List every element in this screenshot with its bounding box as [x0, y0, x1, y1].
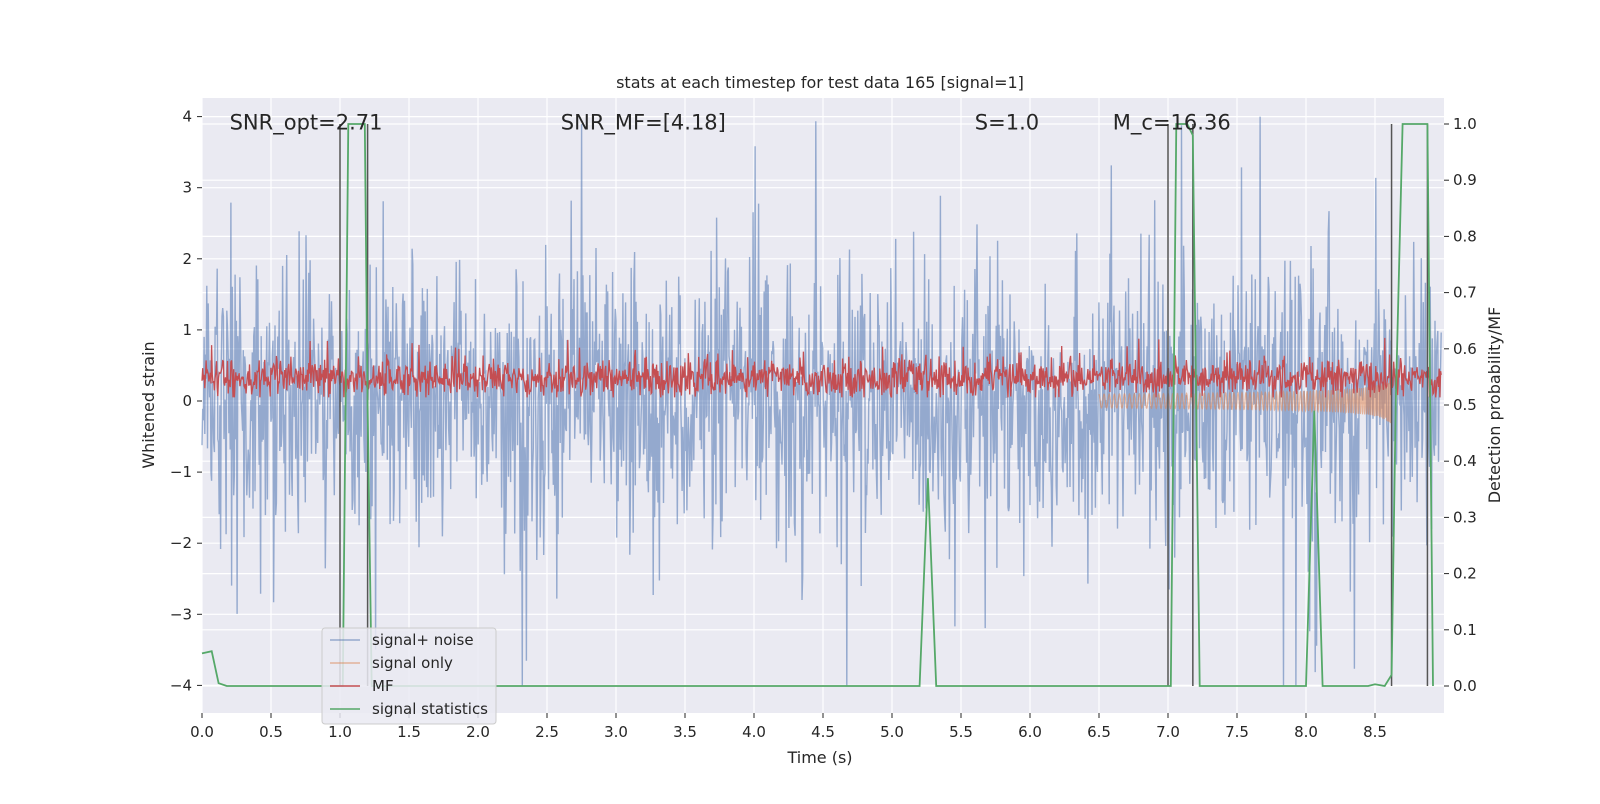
y-tick-label: −3	[170, 605, 192, 623]
y2-axis-label: Detection probability/MF	[1485, 307, 1504, 504]
vertical-markers	[339, 124, 1429, 686]
x-tick-label: 0.0	[190, 723, 214, 741]
y2-tick-label: 1.0	[1453, 115, 1477, 133]
y-tick-label: −2	[170, 534, 192, 552]
annotations: SNR_opt=2.71 SNR_MF=[4.18] S=1.0 M_c=16.36	[230, 111, 1231, 136]
y2-tick-label: 0.2	[1453, 565, 1477, 583]
x-tick-label: 0.5	[259, 723, 283, 741]
y-tick-label: 1	[182, 321, 192, 339]
x-axis-label: Time (s)	[786, 748, 852, 767]
x-tick-label: 6.5	[1087, 723, 1111, 741]
x-tick-label: 2.5	[535, 723, 559, 741]
y2-tick-label: 0.1	[1453, 621, 1477, 639]
y-tick-label: 4	[182, 108, 192, 126]
annotation-text: M_c=16.36	[1113, 111, 1231, 136]
y2-tick-label: 0.6	[1453, 340, 1477, 358]
mf-series	[201, 337, 1442, 398]
x-tick-label: 4.0	[742, 723, 766, 741]
y-tick-label: 0	[182, 392, 192, 410]
x-tick-label: 8.0	[1294, 723, 1318, 741]
x-tick-label: 4.5	[811, 723, 835, 741]
legend-label-signal-statistics: signal statistics	[372, 700, 488, 718]
x-tick-label: 8.5	[1363, 723, 1387, 741]
annotation-text: SNR_opt=2.71	[230, 111, 383, 136]
mf-line	[201, 337, 1442, 398]
signal-only-series	[1098, 378, 1393, 424]
x-tick-label: 7.0	[1156, 723, 1180, 741]
legend-label-signal-only: signal only	[372, 654, 453, 672]
y2-tick-label: 0.3	[1453, 508, 1477, 526]
x-tick-label: 3.0	[604, 723, 628, 741]
legend-label-signal-noise: signal+ noise	[372, 631, 474, 649]
signal-noise-series	[201, 116, 1442, 686]
y-tick-label: −1	[170, 463, 192, 481]
x-tick-label: 7.5	[1225, 723, 1249, 741]
annotation-text: S=1.0	[975, 111, 1039, 135]
y2-tick-label: 0.9	[1453, 171, 1477, 189]
x-tick-label: 5.5	[949, 723, 973, 741]
legend: signal+ noise signal only MF signal stat…	[321, 627, 497, 725]
legend-box	[321, 627, 497, 725]
y2-tick-label: 0.0	[1453, 677, 1477, 695]
y2-tick-label: 0.7	[1453, 284, 1477, 302]
y2-tick-label: 0.8	[1453, 227, 1477, 245]
x-tick-label: 1.0	[328, 723, 352, 741]
y2-tick-label: 0.5	[1453, 396, 1477, 414]
axes: 0.0 0.5 1.0 1.5 2.0 2.5 3.0 3.5 4.0 4.5 5.0 5.5 6.0 6…	[170, 108, 1477, 741]
signal-noise-line	[201, 116, 1442, 686]
annotation-text: SNR_MF=[4.18]	[561, 111, 726, 136]
x-tick-label: 3.5	[673, 723, 697, 741]
y-tick-label: 3	[182, 179, 192, 197]
y-tick-label: −4	[170, 676, 192, 694]
y2-tick-label: 0.4	[1453, 452, 1477, 470]
x-tick-label: 2.0	[466, 723, 490, 741]
x-tick-label: 5.0	[880, 723, 904, 741]
x-tick-label: 6.0	[1018, 723, 1042, 741]
y-tick-label: 2	[182, 250, 192, 268]
signal-only-line	[1098, 378, 1393, 424]
x-tick-label: 1.5	[397, 723, 421, 741]
y-axis-label: Whitened strain	[139, 341, 158, 468]
chart-title: stats at each timestep for test data 165…	[616, 73, 1024, 92]
legend-label-mf: MF	[372, 677, 394, 695]
